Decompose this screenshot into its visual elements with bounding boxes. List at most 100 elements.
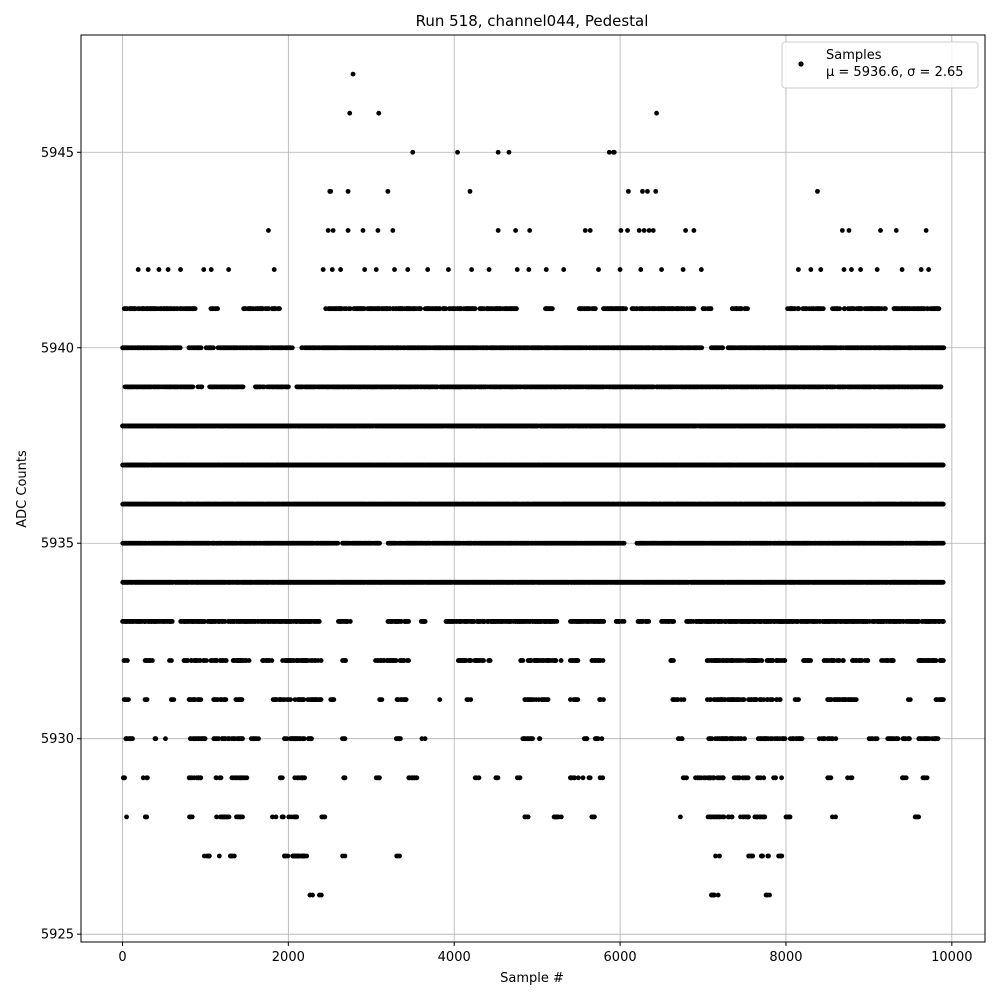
data-point bbox=[940, 462, 946, 468]
data-point bbox=[625, 188, 631, 194]
data-point bbox=[425, 267, 431, 272]
data-point bbox=[210, 345, 216, 351]
data-point bbox=[606, 149, 612, 155]
data-point bbox=[543, 267, 549, 272]
data-point bbox=[587, 228, 593, 233]
data-point bbox=[373, 267, 379, 272]
data-point bbox=[698, 267, 704, 272]
data-point bbox=[796, 306, 802, 312]
data-point bbox=[178, 267, 183, 272]
data-point bbox=[582, 228, 588, 233]
data-point bbox=[455, 149, 460, 155]
data-point bbox=[347, 110, 353, 116]
data-point bbox=[443, 306, 449, 312]
data-point bbox=[683, 228, 689, 233]
data-point bbox=[469, 267, 475, 272]
data-point bbox=[514, 306, 519, 312]
data-point bbox=[345, 228, 351, 233]
data-point bbox=[846, 228, 852, 233]
data-point bbox=[165, 267, 171, 272]
data-point bbox=[923, 228, 929, 233]
data-point bbox=[325, 228, 331, 233]
data-point bbox=[650, 228, 656, 233]
data-point bbox=[467, 188, 473, 194]
data-point bbox=[839, 228, 845, 233]
data-point bbox=[645, 188, 650, 194]
data-point bbox=[385, 188, 391, 194]
data-point bbox=[549, 306, 555, 312]
data-point bbox=[618, 228, 624, 233]
data-point bbox=[640, 188, 645, 194]
data-point bbox=[495, 149, 501, 155]
data-point bbox=[878, 228, 883, 233]
data-point bbox=[472, 306, 478, 312]
data-point bbox=[691, 306, 697, 312]
data-point bbox=[638, 267, 644, 272]
data-point bbox=[808, 267, 814, 272]
data-point bbox=[841, 267, 847, 272]
data-point bbox=[266, 228, 271, 233]
data-point bbox=[177, 345, 183, 351]
data-point bbox=[513, 228, 518, 233]
data-point bbox=[699, 345, 705, 351]
data-point bbox=[918, 267, 924, 272]
data-point bbox=[653, 188, 659, 194]
data-point bbox=[328, 188, 334, 194]
data-point bbox=[659, 267, 664, 272]
data-point bbox=[527, 228, 533, 233]
data-point bbox=[745, 306, 750, 312]
data-point bbox=[874, 267, 880, 272]
data-point bbox=[708, 306, 714, 312]
data-point bbox=[940, 423, 946, 429]
data-point bbox=[818, 267, 824, 272]
data-point bbox=[926, 267, 932, 272]
data-point bbox=[837, 306, 843, 312]
data-point bbox=[691, 228, 697, 233]
data-point bbox=[611, 149, 617, 155]
data-point bbox=[201, 267, 207, 272]
data-point bbox=[941, 345, 947, 351]
data-point bbox=[208, 267, 214, 272]
data-point bbox=[646, 228, 652, 233]
chart-title: Run 518, channel044, Pedestal bbox=[416, 12, 649, 30]
data-point bbox=[720, 345, 726, 351]
data-point bbox=[192, 306, 198, 312]
data-point bbox=[360, 228, 366, 233]
data-point bbox=[636, 228, 642, 233]
data-point bbox=[330, 228, 336, 233]
data-point bbox=[338, 267, 343, 272]
data-point bbox=[320, 267, 326, 272]
data-point bbox=[376, 110, 382, 116]
data-point bbox=[277, 306, 282, 312]
data-point bbox=[899, 267, 905, 272]
data-point bbox=[418, 306, 423, 312]
data-point bbox=[625, 228, 630, 233]
data-point bbox=[226, 267, 232, 272]
data-point bbox=[654, 110, 659, 116]
data-point bbox=[596, 267, 601, 272]
data-point bbox=[617, 267, 623, 272]
data-point bbox=[198, 345, 204, 351]
data-point bbox=[486, 267, 492, 272]
data-point bbox=[936, 306, 942, 312]
data-point bbox=[893, 228, 899, 233]
data-point bbox=[938, 384, 944, 390]
data-point bbox=[362, 267, 368, 272]
data-point bbox=[190, 384, 196, 390]
data-point bbox=[329, 267, 335, 272]
data-point bbox=[145, 267, 151, 272]
data-point bbox=[345, 188, 351, 194]
data-point bbox=[446, 267, 451, 272]
data-point bbox=[561, 267, 567, 272]
data-point bbox=[350, 71, 356, 77]
data-point bbox=[410, 149, 416, 155]
data-point bbox=[240, 384, 246, 390]
data-point bbox=[795, 267, 801, 272]
data-point bbox=[286, 384, 291, 390]
data-point bbox=[815, 188, 820, 194]
data-point bbox=[592, 306, 598, 312]
data-point bbox=[271, 267, 277, 272]
